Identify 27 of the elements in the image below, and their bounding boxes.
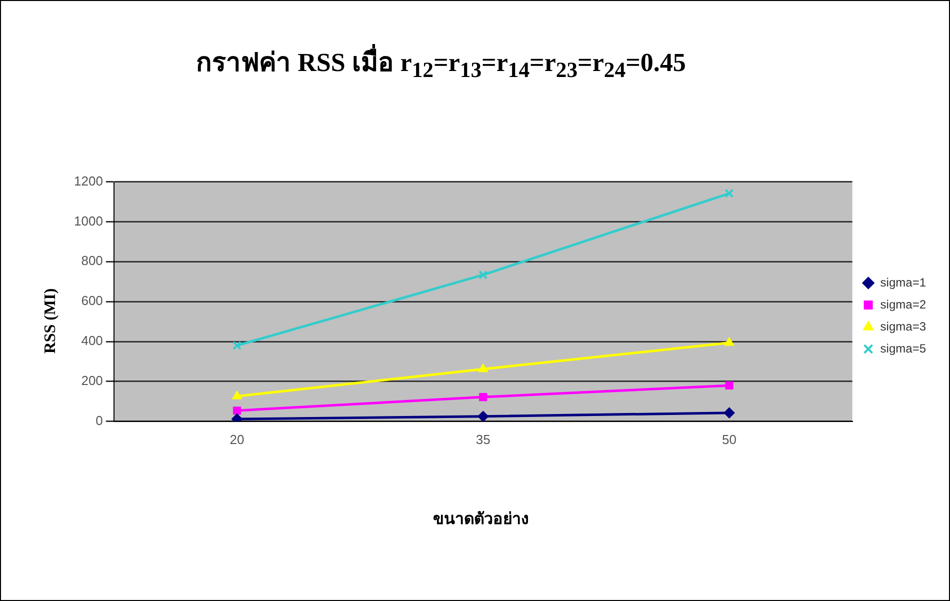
y-tick-label: 200 <box>81 373 103 388</box>
x-tick-label: 35 <box>476 432 490 447</box>
point <box>478 410 489 422</box>
x-tick-label: 50 <box>722 432 736 447</box>
point <box>478 364 488 372</box>
legend-label: sigma=1 <box>880 275 926 290</box>
point <box>232 390 242 400</box>
point <box>479 393 488 402</box>
point <box>725 381 734 390</box>
y-tick-label: 400 <box>81 333 103 348</box>
legend-label: sigma=2 <box>880 297 926 312</box>
y-tick-label: 1200 <box>74 173 103 188</box>
point <box>478 270 488 280</box>
legend-label: sigma=3 <box>880 319 926 334</box>
point <box>724 337 734 346</box>
point <box>724 407 735 418</box>
y-tick-label: 600 <box>81 293 103 308</box>
y-tick-label: 0 <box>96 412 103 428</box>
point <box>232 340 242 350</box>
y-tick-label: 800 <box>81 253 103 268</box>
point <box>724 188 734 198</box>
x-tick-label: 20 <box>230 432 244 447</box>
x-axis-title: ขนาดตัวอย่าง <box>432 510 530 530</box>
y-tick-label: 1000 <box>74 213 103 228</box>
y-axis-title: RSS (MI) <box>42 288 60 354</box>
point <box>232 406 242 415</box>
legend-label: sigma=5 <box>880 341 926 356</box>
